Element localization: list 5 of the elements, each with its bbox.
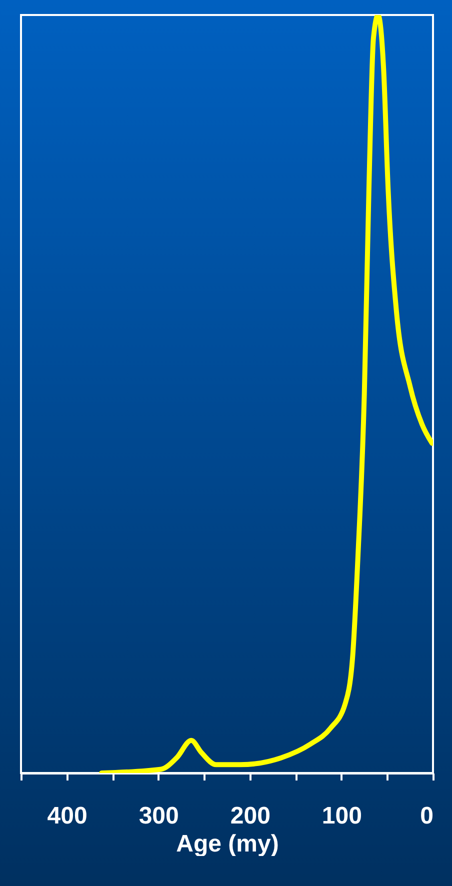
x-tick-label: 400 <box>47 802 88 830</box>
x-tick-label: 300 <box>138 802 179 830</box>
x-tick-label: 200 <box>230 802 270 830</box>
x-tick-label: 100 <box>322 802 362 830</box>
x-tick-label: 0 <box>420 802 434 830</box>
